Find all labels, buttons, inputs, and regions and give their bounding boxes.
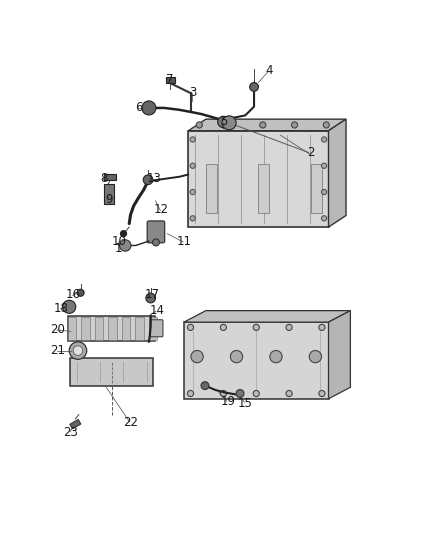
Circle shape: [190, 163, 195, 168]
FancyBboxPatch shape: [68, 317, 76, 340]
Text: 14: 14: [149, 304, 164, 317]
Circle shape: [73, 346, 83, 356]
Text: 9: 9: [105, 193, 113, 206]
Polygon shape: [166, 77, 175, 84]
Text: 23: 23: [64, 425, 78, 439]
Text: 4: 4: [265, 64, 273, 77]
Circle shape: [319, 391, 325, 397]
Text: 11: 11: [177, 236, 191, 248]
Polygon shape: [188, 119, 346, 131]
Polygon shape: [104, 184, 114, 204]
Polygon shape: [328, 119, 346, 227]
Text: 6: 6: [135, 101, 143, 115]
FancyBboxPatch shape: [81, 317, 90, 340]
Circle shape: [220, 324, 226, 330]
Text: 12: 12: [154, 203, 169, 216]
Text: 13: 13: [147, 172, 162, 185]
Circle shape: [201, 382, 209, 390]
Circle shape: [270, 351, 282, 363]
Text: 21: 21: [50, 344, 65, 357]
Text: 5: 5: [220, 115, 227, 127]
Circle shape: [253, 324, 259, 330]
Text: 16: 16: [66, 288, 81, 301]
Circle shape: [69, 342, 87, 359]
FancyBboxPatch shape: [108, 317, 117, 340]
Circle shape: [260, 122, 266, 128]
Text: 15: 15: [238, 397, 253, 410]
Circle shape: [253, 391, 259, 397]
Text: 10: 10: [112, 236, 127, 248]
Text: 3: 3: [189, 86, 196, 99]
Circle shape: [321, 163, 327, 168]
Circle shape: [321, 216, 327, 221]
Text: 8: 8: [101, 172, 108, 185]
Bar: [70, 359, 153, 386]
FancyBboxPatch shape: [122, 317, 130, 340]
Circle shape: [187, 324, 194, 330]
Circle shape: [187, 391, 194, 397]
Polygon shape: [104, 174, 116, 180]
FancyBboxPatch shape: [149, 317, 157, 340]
Text: 22: 22: [123, 416, 138, 429]
Bar: [188, 131, 328, 227]
Circle shape: [309, 351, 321, 363]
Circle shape: [218, 116, 229, 128]
Circle shape: [286, 391, 292, 397]
Circle shape: [77, 289, 84, 296]
Circle shape: [146, 293, 155, 303]
FancyBboxPatch shape: [150, 320, 163, 337]
Bar: [68, 316, 155, 341]
Circle shape: [286, 324, 292, 330]
Circle shape: [152, 239, 159, 246]
Circle shape: [220, 391, 226, 397]
Circle shape: [120, 231, 127, 237]
Circle shape: [120, 240, 131, 251]
FancyBboxPatch shape: [147, 221, 165, 243]
Circle shape: [142, 101, 156, 115]
Circle shape: [319, 324, 325, 330]
Circle shape: [63, 300, 76, 313]
Text: 17: 17: [145, 288, 160, 301]
Circle shape: [190, 137, 195, 142]
Circle shape: [190, 189, 195, 195]
Circle shape: [250, 83, 258, 91]
Circle shape: [196, 122, 202, 128]
Polygon shape: [70, 419, 81, 429]
Circle shape: [292, 122, 297, 128]
Text: 7: 7: [166, 74, 174, 86]
Circle shape: [222, 116, 236, 130]
FancyBboxPatch shape: [95, 317, 103, 340]
Circle shape: [230, 351, 243, 363]
Bar: [311, 165, 322, 213]
Circle shape: [236, 390, 244, 398]
Circle shape: [228, 122, 234, 128]
Bar: [206, 165, 217, 213]
Text: 18: 18: [54, 302, 69, 315]
Bar: [258, 165, 269, 213]
Text: 19: 19: [220, 395, 235, 408]
Circle shape: [321, 189, 327, 195]
Bar: [184, 322, 328, 399]
Polygon shape: [328, 311, 350, 399]
FancyBboxPatch shape: [135, 317, 144, 340]
Circle shape: [143, 175, 153, 184]
Text: 20: 20: [50, 323, 65, 336]
Circle shape: [323, 122, 329, 128]
Circle shape: [321, 137, 327, 142]
Text: 1: 1: [114, 241, 122, 255]
Circle shape: [191, 351, 203, 363]
Text: 2: 2: [307, 146, 315, 159]
Polygon shape: [184, 311, 350, 322]
Circle shape: [190, 216, 195, 221]
